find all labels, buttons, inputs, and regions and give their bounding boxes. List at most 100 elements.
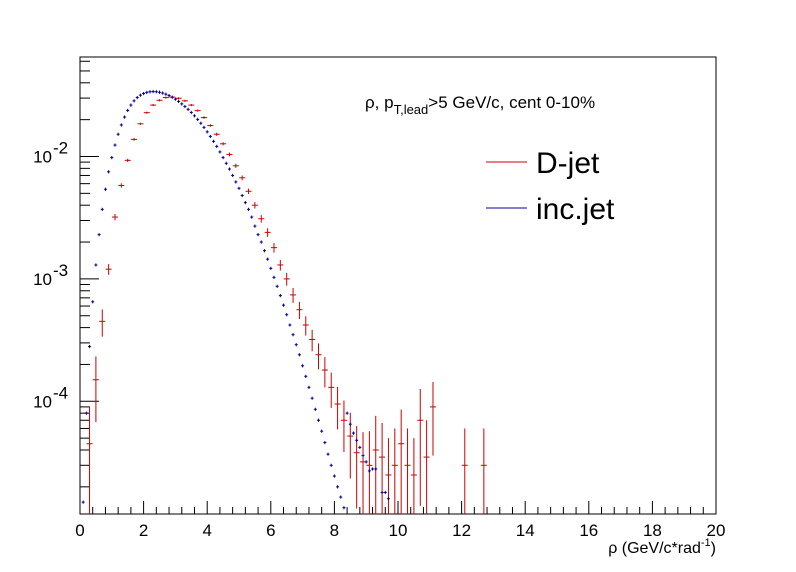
data-point — [326, 452, 330, 456]
y-tick-label: 10 — [33, 147, 52, 166]
data-point — [158, 90, 161, 94]
data-point — [132, 99, 136, 103]
data-point — [278, 294, 282, 298]
data-point — [385, 438, 392, 514]
data-point — [317, 418, 320, 422]
data-point — [461, 428, 468, 514]
data-point — [103, 187, 107, 191]
x-axis-title-main: ρ (GeV/c*rad — [608, 540, 701, 557]
data-point — [288, 323, 292, 327]
data-point — [353, 426, 360, 509]
series-d-jet — [86, 95, 487, 514]
data-point — [86, 406, 93, 514]
data-point — [113, 143, 117, 147]
data-point — [138, 93, 142, 97]
data-point — [189, 110, 193, 115]
data-point — [296, 301, 303, 319]
data-point — [480, 428, 487, 514]
data-point — [240, 193, 244, 198]
legend-label-incjet: inc.jet — [536, 193, 615, 226]
data-point — [386, 497, 390, 501]
data-point — [213, 132, 220, 136]
chart-header-prefix: ρ, p — [365, 93, 394, 112]
data-point — [256, 233, 260, 237]
data-point — [380, 490, 384, 495]
data-point — [262, 249, 266, 253]
legend-label-djet: D-jet — [536, 147, 600, 180]
data-point — [162, 96, 169, 99]
data-point — [81, 500, 85, 504]
data-point — [291, 333, 295, 337]
x-axis-title: ρ (GeV/c*rad-1) — [608, 537, 716, 557]
data-point — [126, 108, 130, 113]
data-point — [264, 228, 271, 237]
data-point — [297, 353, 301, 357]
data-point — [253, 224, 257, 228]
data-point — [237, 186, 241, 190]
chart-header-suffix: >5 GeV/c, cent 0-10% — [428, 93, 595, 112]
data-point — [351, 431, 355, 435]
data-point — [304, 374, 308, 378]
data-point — [320, 429, 324, 433]
data-point — [339, 495, 343, 499]
data-point — [329, 463, 333, 467]
data-point — [221, 156, 225, 160]
data-point — [290, 287, 297, 303]
data-point — [383, 490, 387, 495]
data-point — [186, 107, 190, 111]
data-point — [105, 264, 112, 275]
data-point — [143, 111, 150, 114]
data-point — [145, 90, 149, 95]
data-point — [212, 139, 216, 143]
data-point — [97, 233, 101, 237]
data-point — [283, 272, 290, 286]
data-point — [215, 144, 219, 148]
data-point — [135, 95, 139, 100]
data-point — [367, 469, 371, 473]
data-point — [180, 102, 184, 106]
data-point — [124, 158, 131, 162]
data-point — [116, 132, 120, 136]
data-point — [142, 91, 146, 96]
data-point — [347, 412, 354, 479]
data-point — [119, 123, 123, 127]
data-point — [302, 316, 309, 336]
x-tick-label: 12 — [452, 521, 471, 540]
data-point — [294, 343, 298, 347]
data-point — [188, 104, 195, 107]
data-point — [374, 467, 378, 471]
data-point — [348, 422, 352, 426]
data-point — [269, 266, 273, 270]
x-axis-title-sup: -1 — [701, 537, 711, 549]
data-point — [315, 343, 322, 370]
x-tick-label: 4 — [202, 521, 211, 540]
data-point — [364, 460, 368, 464]
data-point — [88, 344, 92, 349]
data-point — [118, 183, 125, 188]
data-point — [258, 215, 265, 223]
data-point — [345, 411, 349, 415]
data-point — [251, 202, 258, 209]
data-point — [310, 396, 314, 400]
data-point — [334, 386, 341, 430]
data-point — [131, 138, 138, 141]
data-point — [201, 116, 208, 119]
data-point — [181, 99, 188, 102]
data-point — [266, 257, 270, 261]
data-point — [99, 309, 106, 337]
data-point — [161, 91, 165, 95]
data-point — [417, 389, 424, 506]
data-point — [151, 90, 155, 94]
data-point — [301, 364, 305, 368]
data-point — [170, 95, 174, 99]
y-tick-label: 10 — [33, 270, 52, 289]
x-tick-label: 14 — [516, 521, 535, 540]
x-tick-label: 0 — [75, 521, 84, 540]
data-point — [404, 428, 411, 514]
legend: D-jet inc.jet — [486, 147, 615, 226]
data-point — [371, 467, 375, 471]
data-point — [243, 201, 247, 205]
data-point — [227, 167, 231, 171]
data-point — [410, 438, 417, 514]
data-point — [270, 243, 277, 253]
